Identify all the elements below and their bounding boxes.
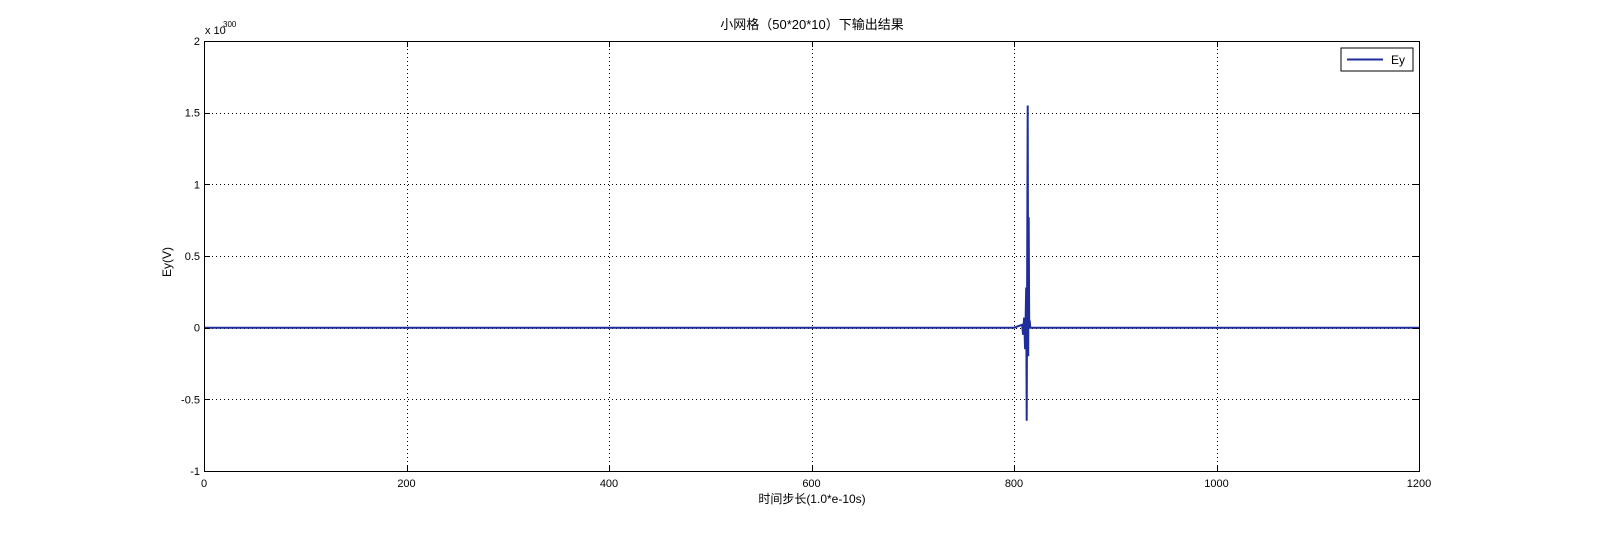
x-tick-label: 1200 — [1407, 478, 1431, 490]
x-tick-label: 600 — [802, 478, 820, 490]
x-tick-label: 400 — [600, 478, 618, 490]
y-tick-label: 1 — [194, 179, 200, 191]
x-tick-label: 1000 — [1204, 478, 1228, 490]
series-line-ey — [204, 105, 1419, 421]
legend-label-ey: Ey — [1391, 53, 1405, 67]
x-tick-label: 800 — [1005, 478, 1023, 490]
y-tick-label: 0 — [194, 323, 200, 335]
y-exponent-prefix: x 10 — [205, 25, 226, 37]
y-exponent-power: 300 — [223, 20, 237, 29]
y-tick-label: -1 — [190, 466, 200, 478]
x-tick-label: 200 — [397, 478, 415, 490]
legend[interactable]: Ey — [1340, 47, 1414, 72]
y-tick-label: 2 — [194, 36, 200, 48]
chart-title: 小网格（50*20*10）下输出结果 — [720, 17, 904, 32]
y-tick-label: 1.5 — [185, 108, 200, 120]
y-exponent: x 10 300 — [205, 20, 237, 37]
x-tick-label: 0 — [201, 478, 207, 490]
x-axis-label: 时间步长(1.0*e-10s) — [758, 492, 865, 506]
y-tick-label: 0.5 — [185, 251, 200, 263]
series-layer — [204, 105, 1419, 421]
ticks: 0 200 400 600 800 1000 1200 -1 -0.5 0 0.5 1 1.5 2 — [181, 36, 1431, 490]
plot-area: 0 200 400 600 800 1000 1200 -1 -0.5 0 0.5 1 1.5 2 — [181, 36, 1431, 490]
y-tick-label: -0.5 — [181, 394, 200, 406]
y-axis-label: Ey(V) — [160, 247, 174, 277]
